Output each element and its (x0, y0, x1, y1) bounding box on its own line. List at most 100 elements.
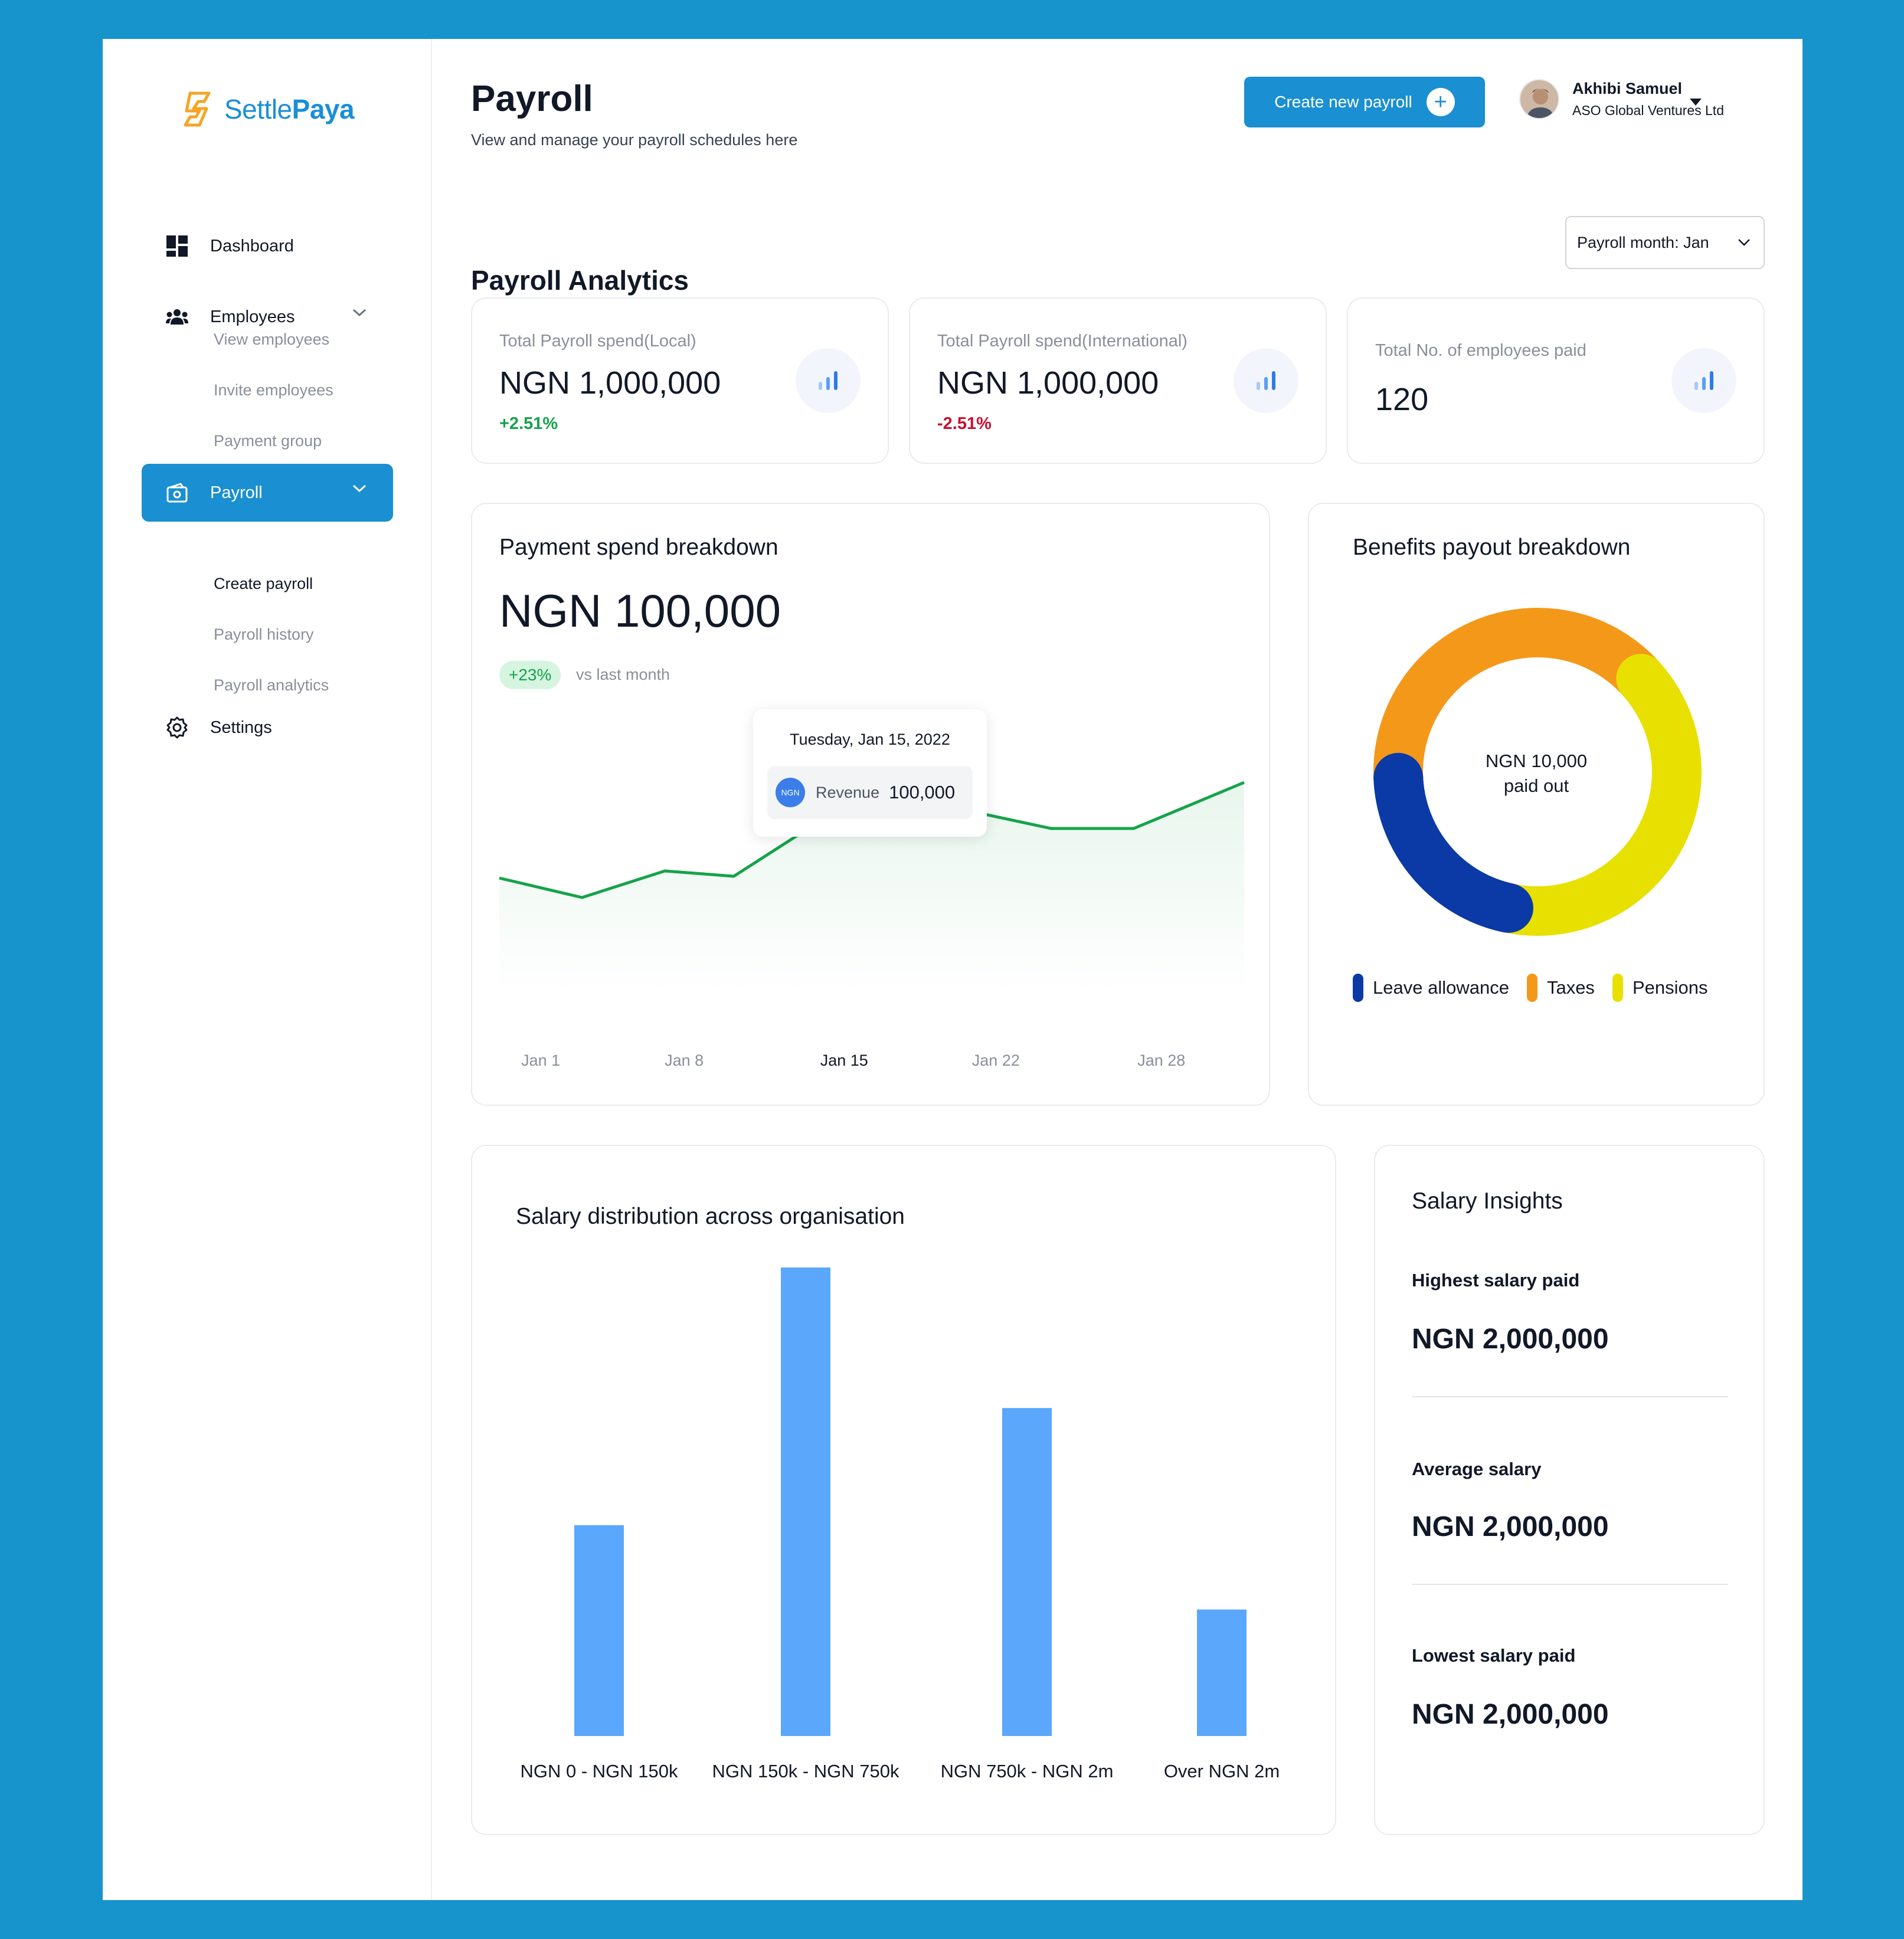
bar (1002, 1408, 1052, 1736)
stat-delta: +2.51% (499, 414, 558, 433)
payment-total-value: NGN 100,000 (499, 585, 781, 637)
change-badge: +23% (499, 661, 561, 689)
x-tick-label: Jan 8 (665, 1052, 704, 1069)
card-title: Salary distribution across organisation (516, 1204, 905, 1229)
legend-label: Leave allowance (1373, 977, 1509, 998)
sidebar-subitem-view-employees[interactable]: View employees (214, 330, 330, 348)
x-tick-label: Jan 22 (971, 1052, 1020, 1069)
bar-category-label: NGN 0 - NGN 150k (520, 1761, 678, 1781)
stat-label: Total Payroll spend(Local) (499, 332, 696, 351)
x-tick-label: Jan 1 (521, 1052, 561, 1069)
sidebar-item-employees[interactable]: Employees (142, 288, 393, 346)
legend-label: Pensions (1632, 977, 1708, 998)
legend-swatch (1353, 974, 1363, 1002)
highest-salary-value: NGN 2,000,000 (1412, 1324, 1609, 1355)
chart-tooltip: Tuesday, Jan 15, 2022 NGN Revenue 100,00… (753, 709, 987, 837)
stat-value: 120 (1375, 382, 1429, 417)
change-note: vs last month (576, 666, 670, 683)
user-name: Akhibi Samuel (1572, 80, 1683, 97)
tooltip-label: Revenue (816, 783, 880, 801)
x-tick-label: Jan 28 (1137, 1052, 1186, 1069)
donut-center-value: NGN 10,000 (1485, 751, 1588, 771)
bar-chart-icon (1671, 348, 1736, 413)
tooltip-row: NGN Revenue 100,000 (767, 766, 973, 819)
chevron-down-icon[interactable] (352, 308, 367, 317)
bar-chart (574, 1267, 1247, 1736)
caret-down-icon[interactable] (1689, 98, 1702, 106)
chart-legend: Leave allowance Taxes Pensions (1353, 974, 1725, 1002)
card-title: Payment spend breakdown (499, 535, 778, 560)
sidebar-subitem-invite-employees[interactable]: Invite employees (214, 381, 333, 399)
app-window: SettlePaya Dashboard Employees View empl… (103, 39, 1802, 1900)
sidebar-item-settings[interactable]: Settings (142, 699, 393, 756)
sidebar: SettlePaya Dashboard Employees View empl… (103, 39, 432, 1900)
sidebar-item-payroll[interactable]: Payroll (142, 464, 393, 522)
payroll-month-value: Payroll month: Jan (1577, 233, 1709, 251)
donut-center-note: paid out (1503, 775, 1569, 796)
card-title: Salary Insights (1412, 1188, 1563, 1214)
sidebar-item-dashboard[interactable]: Dashboard (142, 217, 393, 275)
bar-chart-icon (1234, 348, 1298, 413)
create-new-payroll-button[interactable]: Create new payroll + (1244, 77, 1485, 127)
stat-value: NGN 1,000,000 (937, 365, 1159, 401)
main-content: Payroll View and manage your payroll sch… (432, 39, 1802, 1900)
tooltip-value: 100,000 (889, 782, 956, 803)
line-area (499, 782, 1244, 994)
legend-swatch (1612, 974, 1623, 1002)
donut-slice (1373, 608, 1666, 803)
sidebar-subitem-payment-group[interactable]: Payment group (214, 432, 322, 450)
salary-distribution-card: Salary distribution across organisation … (471, 1145, 1336, 1835)
create-button-label: Create new payroll (1274, 93, 1412, 111)
payment-spend-card: Payment spend breakdown NGN 100,000 +23%… (471, 503, 1270, 1106)
people-icon (165, 305, 189, 329)
section-title: Payroll Analytics (471, 265, 689, 296)
page-title: Payroll (471, 78, 593, 119)
sidebar-item-label: Employees (210, 307, 295, 326)
chevron-down-icon[interactable] (352, 484, 367, 493)
payroll-month-select[interactable]: Payroll month: Jan (1565, 216, 1765, 269)
sidebar-subitem-payroll-analytics[interactable]: Payroll analytics (214, 676, 329, 694)
bar-category-label: NGN 150k - NGN 750k (712, 1761, 899, 1781)
bar (781, 1267, 830, 1736)
sidebar-subitem-payroll-history[interactable]: Payroll history (214, 625, 314, 643)
stat-label: Total No. of employees paid (1375, 341, 1586, 360)
brand-logo[interactable]: SettlePaya (181, 91, 355, 127)
wallet-icon (165, 481, 189, 505)
stat-card-local: Total Payroll spend(Local) NGN 1,000,000… (471, 297, 889, 464)
divider (1412, 1396, 1728, 1397)
chevron-down-icon (1738, 239, 1750, 246)
dashboard-icon (165, 234, 189, 258)
bar (574, 1525, 624, 1736)
gear-icon (165, 716, 189, 739)
settlepaya-logo-icon (184, 91, 211, 127)
brand-name: SettlePaya (224, 94, 355, 125)
user-organization: ASO Global Ventures Ltd (1572, 103, 1724, 118)
user-menu[interactable]: Akhibi Samuel ASO Global Ventures Ltd (1519, 79, 1724, 119)
stat-card-employees-paid: Total No. of employees paid 120 (1347, 297, 1765, 464)
stat-value: NGN 1,000,000 (499, 365, 721, 401)
stat-card-international: Total Payroll spend(International) NGN 1… (909, 297, 1327, 464)
sidebar-item-label: Payroll (210, 483, 263, 502)
average-salary-value: NGN 2,000,000 (1412, 1511, 1609, 1542)
x-tick-label: Jan 15 (820, 1052, 868, 1069)
highest-salary-label: Highest salary paid (1412, 1270, 1580, 1291)
legend-item: Leave allowance (1353, 974, 1509, 1002)
avatar (1519, 79, 1559, 119)
ngn-currency-icon: NGN (776, 778, 805, 807)
card-title: Benefits payout breakdown (1353, 535, 1631, 560)
lowest-salary-label: Lowest salary paid (1412, 1645, 1576, 1666)
bar-category-label: NGN 750k - NGN 2m (940, 1761, 1114, 1781)
salary-insights-card: Salary Insights Highest salary paid NGN … (1374, 1145, 1765, 1835)
donut-slice-overlay (1373, 752, 1533, 933)
stat-label: Total Payroll spend(International) (937, 332, 1187, 351)
stat-delta: -2.51% (937, 414, 992, 433)
plus-icon: + (1426, 88, 1455, 116)
legend-swatch (1526, 974, 1537, 1002)
average-salary-label: Average salary (1412, 1459, 1542, 1479)
sidebar-subitem-create-payroll[interactable]: Create payroll (214, 575, 313, 592)
sidebar-item-label: Dashboard (210, 236, 294, 256)
page-subtitle: View and manage your payroll schedules h… (471, 131, 798, 149)
donut-slice (1483, 654, 1702, 936)
legend-label: Taxes (1546, 977, 1595, 998)
legend-item: Pensions (1612, 974, 1708, 1002)
